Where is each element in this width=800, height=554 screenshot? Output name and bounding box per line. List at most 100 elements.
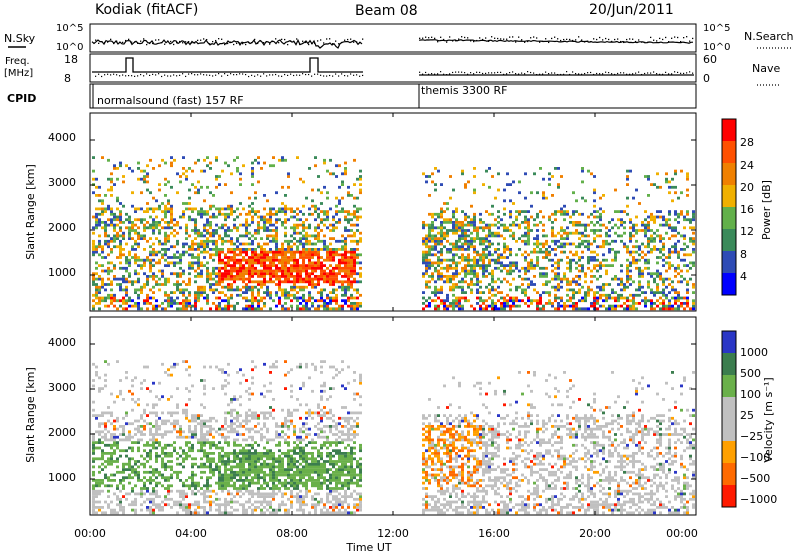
power-cell	[320, 239, 323, 243]
velocity-cell	[218, 454, 221, 458]
power-cell	[323, 288, 326, 292]
power-cell	[275, 229, 278, 232]
power-cell	[680, 212, 683, 216]
power-cell	[134, 261, 137, 265]
power-cell	[197, 258, 200, 262]
power-cell	[554, 277, 557, 281]
power-cell	[620, 218, 623, 222]
power-cell	[446, 264, 449, 267]
nave-dot	[275, 73, 277, 76]
power-cell	[182, 299, 185, 303]
power-cell	[533, 299, 536, 303]
power-cell	[605, 231, 608, 235]
power-cell	[689, 307, 692, 311]
nave-dot	[95, 75, 97, 77]
power-cell	[353, 212, 356, 216]
velocity-cell	[221, 427, 224, 431]
power-cell	[668, 307, 671, 311]
velocity-cell	[212, 470, 215, 474]
power-cell	[320, 275, 323, 278]
power-cell	[653, 245, 656, 249]
sky-noise-line	[418, 39, 694, 44]
velocity-cell	[209, 430, 212, 434]
power-cell	[233, 261, 236, 265]
power-cell	[221, 275, 224, 278]
power-cell	[248, 258, 251, 262]
power-cell	[284, 158, 287, 162]
velocity-cell	[92, 379, 95, 382]
power-cell	[608, 250, 611, 254]
velocity-cell	[191, 503, 194, 507]
power-cell	[104, 226, 107, 230]
power-cell	[311, 272, 314, 276]
power-cell	[584, 299, 587, 303]
power-cell	[254, 258, 257, 262]
search-noise-dot	[563, 38, 565, 41]
power-cell	[602, 242, 605, 246]
power-cell	[158, 188, 161, 192]
power-cell	[527, 304, 530, 308]
power-cell	[473, 261, 476, 265]
power-cell	[476, 280, 479, 284]
velocity-cell	[203, 511, 206, 515]
power-cell	[209, 204, 212, 208]
power-cell	[101, 212, 104, 216]
power-cell	[518, 180, 521, 184]
power-cell	[296, 258, 299, 262]
nave-dot	[530, 71, 532, 74]
power-cell	[536, 299, 539, 303]
power-cell	[608, 242, 611, 246]
power-cell	[446, 266, 449, 270]
power-cell	[557, 275, 560, 278]
search-noise-dot	[569, 38, 571, 41]
power-cell	[662, 264, 665, 267]
power-cell	[173, 256, 176, 259]
velocity-cell	[101, 511, 104, 515]
power-cell	[425, 272, 428, 276]
power-cell	[452, 266, 455, 270]
power-cell	[251, 261, 254, 265]
power-cell	[557, 185, 560, 189]
power-cell	[122, 253, 125, 257]
search-noise-dot	[308, 43, 310, 46]
velocity-cell	[116, 446, 119, 450]
power-cell	[518, 269, 521, 273]
power-cell	[497, 210, 500, 213]
power-cell	[575, 223, 578, 227]
velocity-cell	[107, 479, 110, 482]
search-noise-dot	[476, 39, 478, 42]
power-cell	[263, 226, 266, 230]
power-cell	[281, 223, 284, 227]
power-cell	[353, 234, 356, 238]
power-cell	[452, 242, 455, 246]
velocity-cell	[107, 452, 110, 455]
power-cell	[299, 177, 302, 181]
power-cell	[647, 177, 650, 181]
nave-dot	[185, 75, 187, 78]
power-cell	[443, 234, 446, 238]
velocity-cell	[173, 441, 176, 444]
power-cell	[92, 253, 95, 257]
power-cell	[224, 264, 227, 267]
power-cell	[653, 215, 656, 219]
power-cell	[284, 226, 287, 230]
power-cell	[317, 256, 320, 259]
power-cell	[665, 307, 668, 311]
power-cell	[314, 269, 317, 273]
power-cell	[260, 248, 263, 251]
power-cell	[101, 207, 104, 211]
power-cell	[692, 307, 695, 311]
power-cell	[488, 283, 491, 286]
power-cell	[104, 304, 107, 308]
velocity-cell	[197, 414, 200, 417]
power-cell	[425, 180, 428, 184]
power-cbar-tick-20: 20	[740, 181, 754, 194]
velocity-cell	[218, 487, 221, 490]
power-cell	[452, 221, 455, 224]
power-cell	[458, 248, 461, 251]
power-cell	[308, 307, 311, 311]
power-cell	[302, 229, 305, 232]
velocity-cell	[188, 425, 191, 428]
power-cell	[350, 283, 353, 286]
search-noise-dot	[233, 43, 235, 46]
